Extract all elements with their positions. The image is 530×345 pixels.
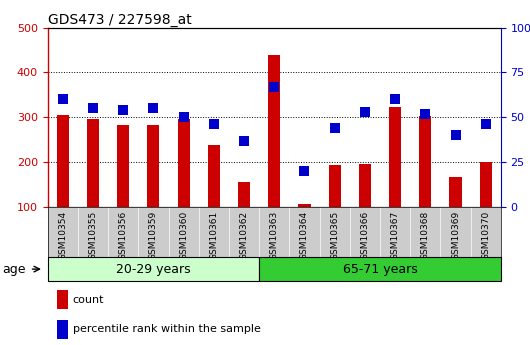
Text: GSM10363: GSM10363: [270, 210, 279, 260]
Bar: [48, 257, 259, 281]
Text: GSM10355: GSM10355: [89, 210, 98, 260]
Text: GSM10369: GSM10369: [451, 210, 460, 260]
Point: [391, 97, 400, 102]
Point: [209, 122, 218, 127]
Point: [451, 132, 460, 138]
Text: GSM10354: GSM10354: [58, 210, 67, 260]
Point: [58, 97, 67, 102]
Bar: [329, 165, 341, 207]
Text: percentile rank within the sample: percentile rank within the sample: [73, 325, 261, 334]
Bar: [298, 204, 311, 207]
Text: GSM10362: GSM10362: [240, 210, 249, 260]
Point: [179, 115, 188, 120]
Text: GSM10361: GSM10361: [209, 210, 218, 260]
Point: [360, 109, 369, 115]
Text: 65-71 years: 65-71 years: [342, 263, 418, 276]
Bar: [389, 107, 401, 207]
Text: GSM10364: GSM10364: [300, 210, 309, 260]
Bar: [359, 164, 371, 207]
Text: GSM10368: GSM10368: [421, 210, 430, 260]
Text: count: count: [73, 295, 104, 305]
Bar: [449, 177, 462, 207]
Text: GDS473 / 227598_at: GDS473 / 227598_at: [48, 12, 191, 27]
Text: GSM10370: GSM10370: [481, 210, 490, 260]
Bar: [419, 116, 431, 207]
Text: 20-29 years: 20-29 years: [116, 263, 191, 276]
Bar: [259, 257, 501, 281]
Point: [300, 168, 308, 174]
Bar: [117, 125, 129, 207]
Bar: [87, 119, 99, 207]
Text: age: age: [2, 263, 26, 276]
Text: GSM10366: GSM10366: [360, 210, 369, 260]
Text: GSM10359: GSM10359: [149, 210, 158, 260]
Bar: [268, 55, 280, 207]
Point: [481, 122, 490, 127]
Point: [331, 125, 339, 131]
Point: [89, 106, 98, 111]
Bar: [480, 162, 492, 207]
Bar: [238, 182, 250, 207]
Point: [119, 107, 127, 113]
Text: GSM10360: GSM10360: [179, 210, 188, 260]
Bar: [178, 119, 190, 207]
Bar: [57, 115, 69, 207]
Bar: [57, 290, 68, 309]
Point: [270, 84, 279, 90]
Point: [240, 138, 248, 144]
Point: [149, 106, 158, 111]
Bar: [147, 125, 160, 207]
Bar: [208, 145, 220, 207]
Text: GSM10367: GSM10367: [391, 210, 400, 260]
Text: GSM10356: GSM10356: [119, 210, 128, 260]
Bar: [57, 320, 68, 339]
Text: GSM10365: GSM10365: [330, 210, 339, 260]
Point: [421, 111, 429, 117]
